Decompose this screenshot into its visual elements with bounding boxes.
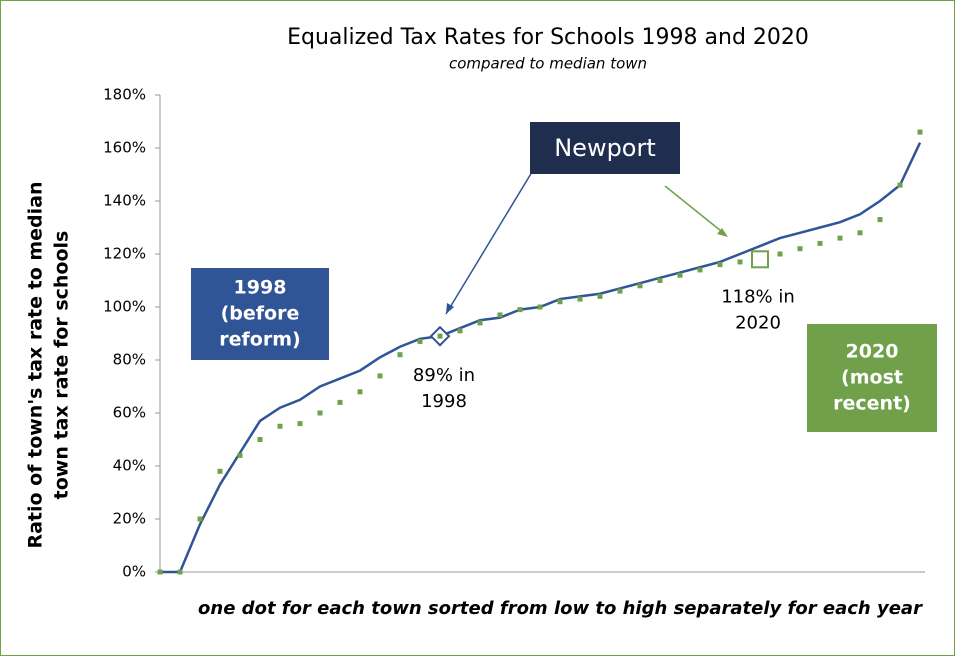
highlight-label: 2020 [735, 312, 781, 333]
dot [457, 328, 463, 334]
dot [317, 410, 323, 416]
dot [797, 246, 803, 252]
legend-label: (before [221, 303, 300, 325]
y-tick-label: 60% [113, 404, 146, 422]
legend-label: (most [841, 367, 903, 389]
dot [397, 352, 403, 358]
chart-title: Equalized Tax Rates for Schools 1998 and… [287, 25, 809, 50]
y-axis-label: town tax rate for schools [51, 231, 73, 500]
dot [257, 437, 263, 442]
y-tick-label: 20% [113, 510, 146, 528]
dot [497, 312, 503, 318]
y-tick-label: 120% [103, 245, 146, 263]
dot [197, 516, 203, 522]
dot [557, 299, 563, 305]
dot [857, 230, 863, 236]
dot [537, 304, 543, 310]
legend-label: 2020 [846, 341, 899, 363]
dot [837, 235, 843, 241]
y-axis-label: Ratio of town's tax rate to median [25, 181, 47, 548]
annotation-box [530, 122, 680, 174]
dot [817, 240, 823, 246]
dot [777, 251, 783, 257]
y-tick-label: 40% [113, 457, 146, 475]
arrow-head [446, 303, 454, 314]
dot [657, 278, 663, 283]
arrow [445, 171, 533, 315]
dot [637, 283, 643, 289]
dot [297, 421, 303, 427]
dot [737, 259, 743, 265]
dot [477, 320, 483, 326]
chart-subtitle: compared to median town [449, 55, 647, 73]
legend-box [807, 324, 937, 432]
dot [277, 423, 283, 429]
dot [717, 262, 723, 268]
dot [677, 272, 683, 278]
y-tick-label: 100% [103, 298, 146, 316]
arrow-head [717, 228, 728, 237]
arrow [664, 185, 727, 236]
highlight-label: 89% in [413, 365, 475, 386]
legend-label: 1998 [234, 277, 287, 299]
dot [377, 373, 383, 379]
annotation: Newport [554, 134, 656, 162]
dot [877, 217, 883, 223]
dot [217, 468, 223, 474]
y-tick-label: 0% [122, 563, 146, 581]
x-axis-label: one dot for each town sorted from low to… [198, 598, 923, 619]
legend-label: recent) [833, 393, 911, 415]
dot [417, 338, 423, 344]
dot [337, 399, 343, 405]
y-tick-label: 80% [113, 351, 146, 369]
dot [177, 569, 183, 575]
dot [157, 569, 163, 575]
dot [897, 182, 903, 188]
dot [437, 333, 443, 339]
legend-label: reform) [219, 329, 300, 351]
dot [697, 267, 703, 273]
dot [577, 296, 583, 302]
dot [237, 452, 243, 458]
dot [357, 389, 363, 395]
y-tick-label: 140% [103, 192, 146, 210]
highlight-label: 118% in [721, 286, 795, 307]
legend-box [191, 268, 329, 360]
dot [917, 129, 923, 135]
y-tick-label: 160% [103, 139, 146, 157]
y-tick-label: 180% [103, 86, 146, 104]
highlight-label: 1998 [421, 391, 467, 412]
dot [617, 288, 623, 294]
dot [517, 307, 523, 313]
dot [597, 293, 603, 299]
highlight-marker [751, 250, 769, 269]
